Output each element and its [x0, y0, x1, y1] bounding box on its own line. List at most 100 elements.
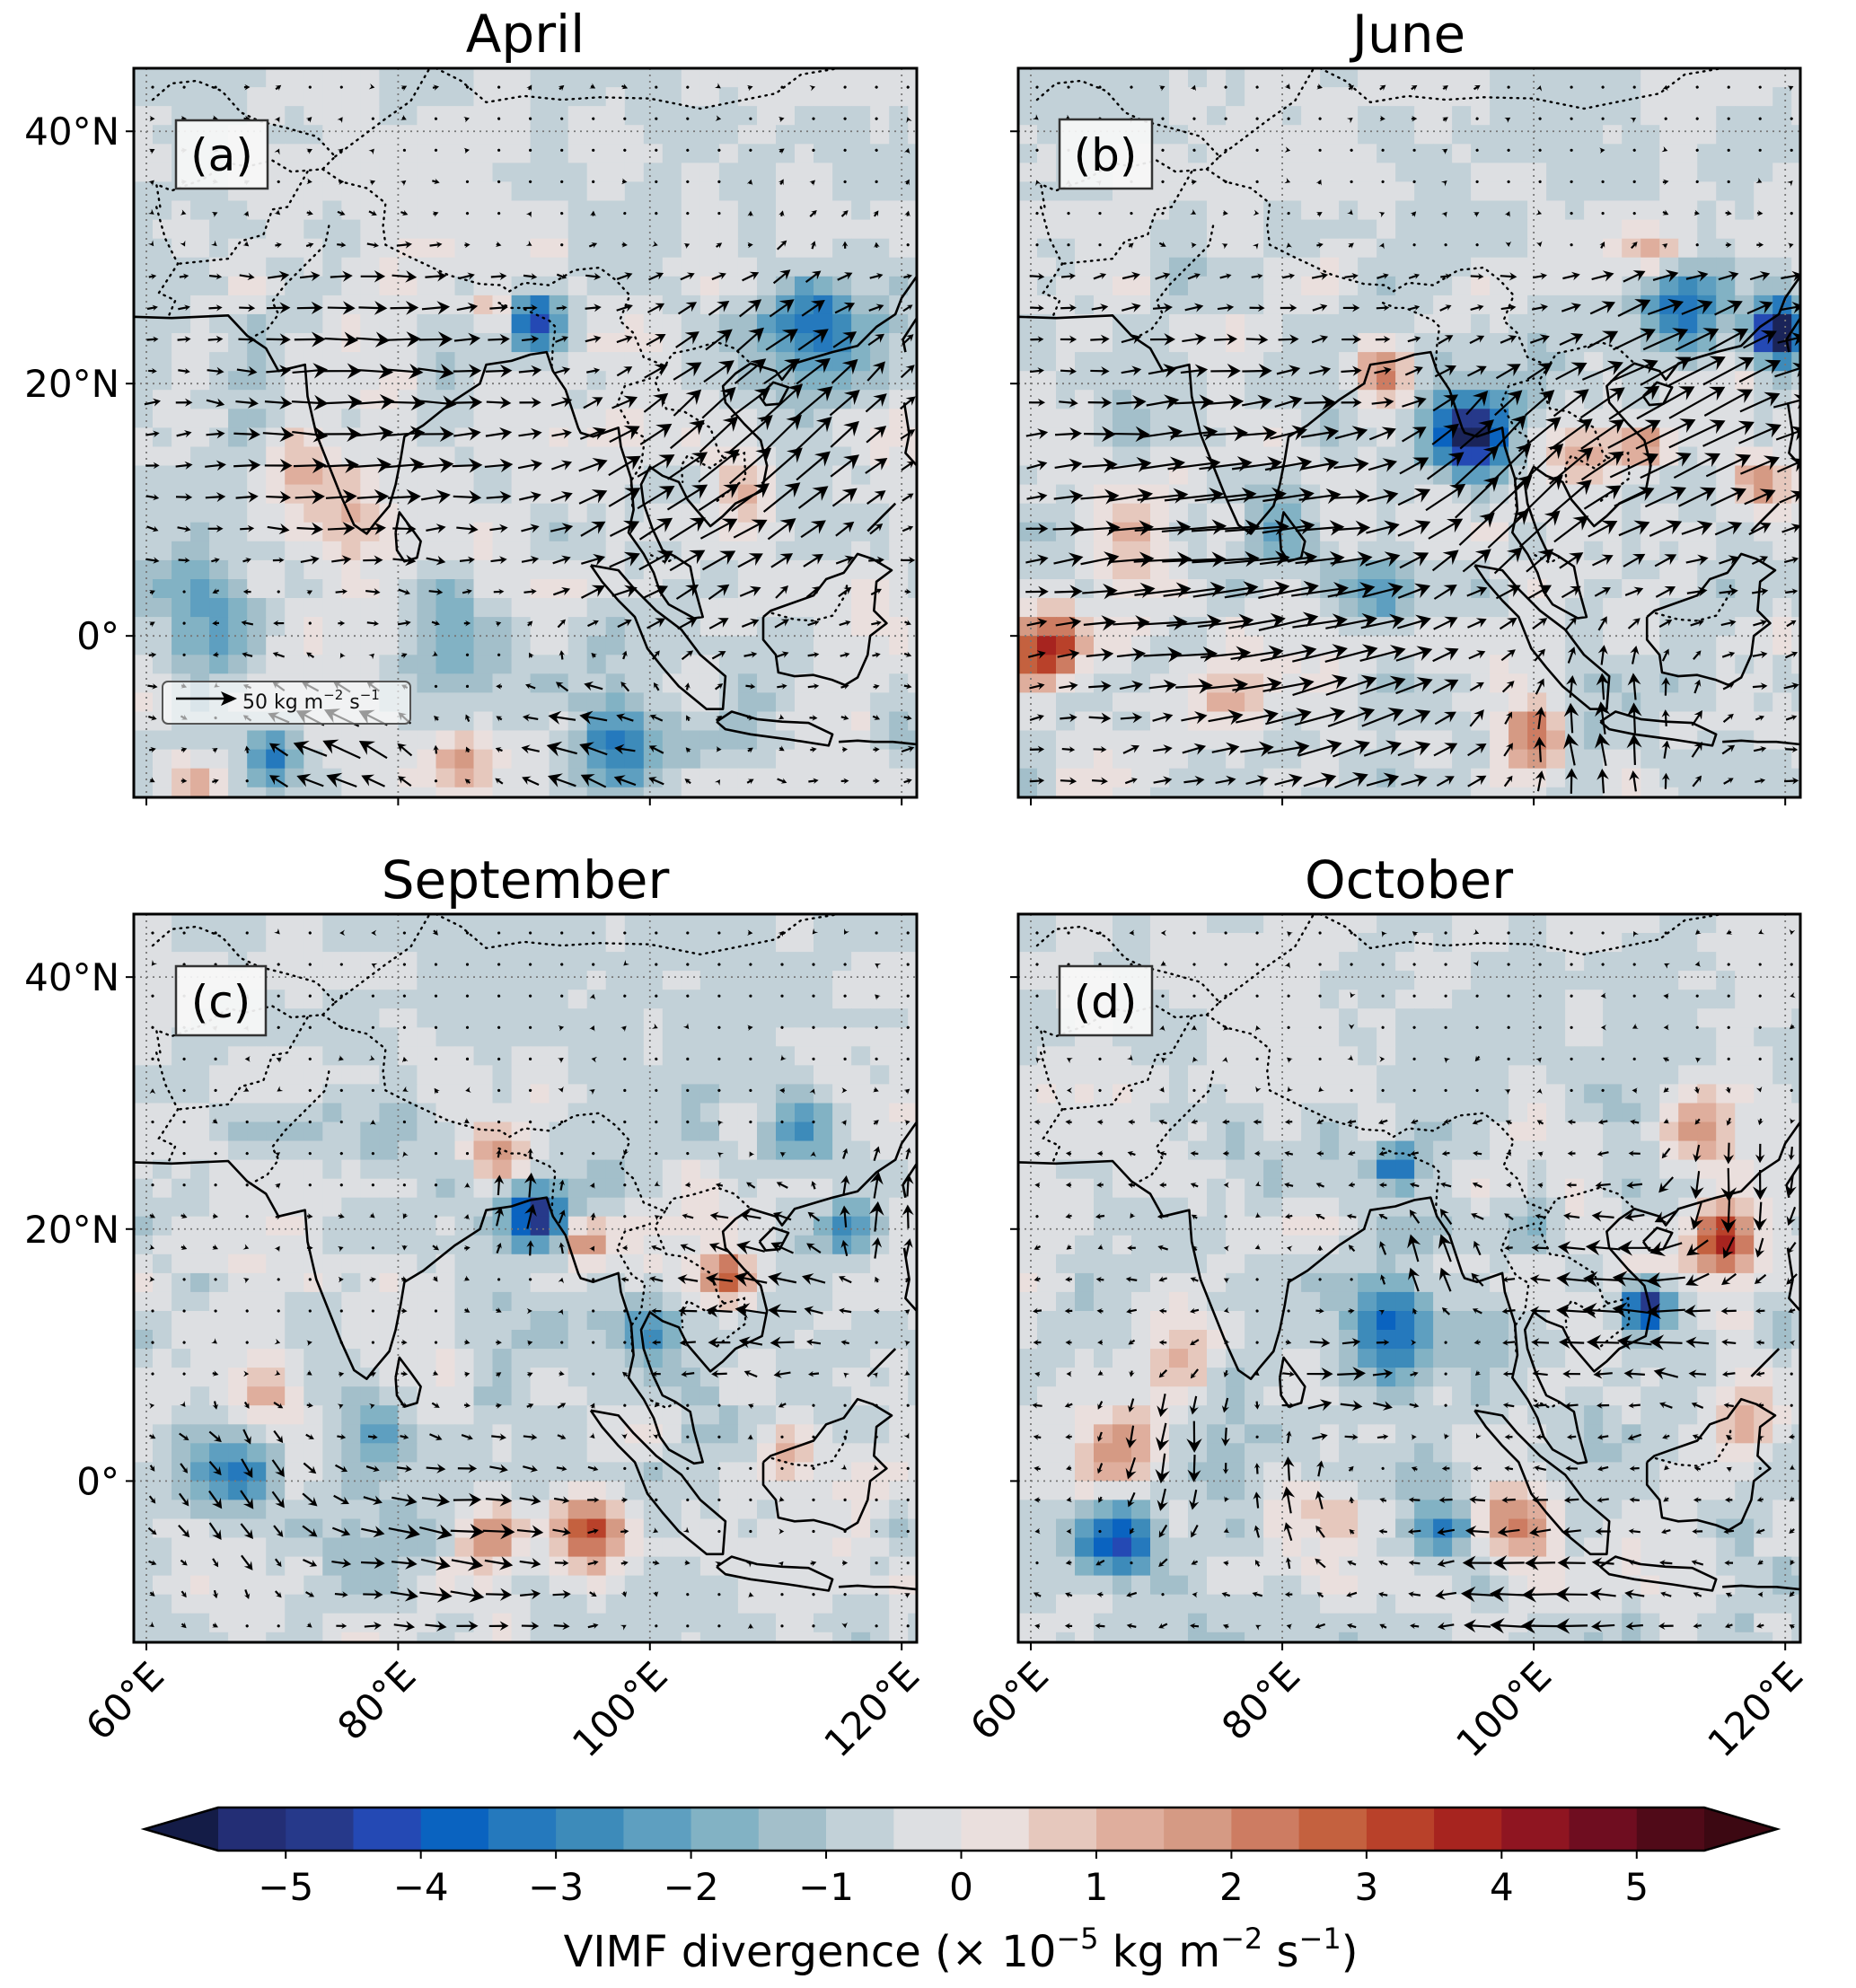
heatmap-cell [360, 971, 380, 990]
heatmap-cell [285, 257, 304, 277]
heatmap-cell [1471, 655, 1491, 674]
heatmap-cell [285, 409, 304, 428]
quiver-arrow [1500, 303, 1517, 312]
quiver-arrow [1441, 148, 1448, 154]
heatmap-cell [1282, 163, 1302, 183]
heatmap-cell [1754, 144, 1773, 163]
quiver-arrow [456, 302, 479, 313]
heatmap-cell [1754, 787, 1773, 797]
quiver-arrow [581, 553, 606, 567]
heatmap-cell [814, 333, 833, 353]
heatmap-cell [1226, 87, 1245, 107]
heatmap-cell [398, 636, 418, 655]
heatmap-cell [870, 371, 890, 391]
quiver-arrow [621, 650, 628, 660]
quiver-arrow [872, 652, 881, 658]
heatmap-cell [1584, 276, 1604, 296]
heatmap-cell [530, 238, 550, 259]
heatmap-cell [643, 144, 664, 163]
heatmap-cell [247, 655, 267, 674]
quiver-arrow [747, 747, 753, 753]
heatmap-cell [1037, 503, 1057, 523]
quiver-arrow [902, 493, 914, 502]
quiver-arrow [588, 242, 598, 249]
heatmap-cell [190, 806, 210, 826]
quiver-arrow [397, 743, 413, 757]
heatmap-cell [398, 87, 418, 107]
quiver-arrow [1260, 644, 1317, 663]
quiver-arrow [1029, 714, 1044, 722]
heatmap-cell [1150, 200, 1170, 221]
quiver-arrow [324, 331, 359, 347]
heatmap-cell [1772, 806, 1792, 826]
quiver-arrow [397, 620, 411, 627]
heatmap-cell [398, 617, 418, 637]
heatmap-cell [1395, 106, 1415, 126]
heatmap-cell [322, 971, 342, 990]
quiver-arrow [1086, 647, 1114, 662]
quiver-arrow [1148, 679, 1177, 693]
heatmap-cell [1037, 333, 1057, 353]
heatmap-cell [1640, 579, 1660, 599]
heatmap-cell [1339, 541, 1359, 561]
quiver-arrow [736, 327, 764, 353]
quiver-arrow [637, 454, 675, 478]
heatmap-cell [1433, 257, 1453, 277]
quiver-arrow [1121, 365, 1142, 376]
quiver-arrow [1395, 646, 1433, 662]
heatmap-cell [1791, 409, 1800, 428]
quiver-arrow [1057, 648, 1080, 661]
heatmap-cell [643, 313, 664, 334]
quiver-arrow [1636, 386, 1695, 420]
quiver-arrow [616, 272, 633, 280]
heatmap-cell [814, 711, 833, 732]
heatmap-cell [1018, 579, 1038, 599]
heatmap-cell [398, 971, 418, 990]
heatmap-cell [1659, 276, 1679, 296]
heatmap-cell [1509, 484, 1528, 505]
heatmap-cell [870, 125, 890, 145]
quiver-arrow [698, 449, 740, 483]
quiver-arrow [903, 273, 912, 280]
quiver-arrow [1426, 452, 1465, 480]
heatmap-cell [398, 68, 418, 88]
quiver-arrow [1083, 615, 1117, 631]
quiver-arrow [1469, 335, 1485, 345]
heatmap-cell [586, 768, 607, 788]
heatmap-cell [454, 181, 475, 202]
quiver-arrow [1538, 180, 1542, 183]
heatmap-cell [718, 1046, 739, 1066]
quiver-arrow [1727, 180, 1730, 183]
quiver-arrow [1483, 474, 1533, 521]
heatmap-cell [1565, 749, 1585, 770]
heatmap-cell [699, 333, 720, 353]
quiver-arrow [1182, 743, 1207, 755]
quiver-arrow [235, 397, 259, 409]
quiver-arrow [1399, 552, 1429, 569]
heatmap-cell [643, 933, 664, 953]
heatmap-cell [1207, 711, 1227, 732]
quiver-arrow [1550, 479, 1592, 515]
heatmap-cell [776, 559, 796, 580]
heatmap-cell [605, 371, 626, 391]
quiver-arrow [1714, 300, 1743, 316]
heatmap-cell [1395, 768, 1415, 788]
heatmap-cell [1188, 68, 1208, 88]
quiver-arrow [714, 779, 721, 786]
heatmap-cell [814, 68, 833, 88]
heatmap-cell [417, 465, 436, 486]
heatmap-cell [511, 446, 532, 467]
heatmap-cell [699, 313, 720, 334]
quiver-arrow [1473, 212, 1480, 218]
heatmap-cell [1433, 313, 1453, 334]
heatmap-cell [1772, 636, 1792, 655]
quiver-arrow [180, 778, 188, 784]
quiver-arrow [1375, 335, 1391, 344]
heatmap-cell [1735, 106, 1755, 126]
heatmap-cell [1282, 219, 1302, 240]
heatmap-cell [699, 87, 720, 107]
heatmap-cell [134, 692, 154, 713]
quiver-arrow [1281, 273, 1296, 280]
heatmap-cell [1772, 163, 1792, 183]
quiver-arrow [1565, 768, 1579, 794]
